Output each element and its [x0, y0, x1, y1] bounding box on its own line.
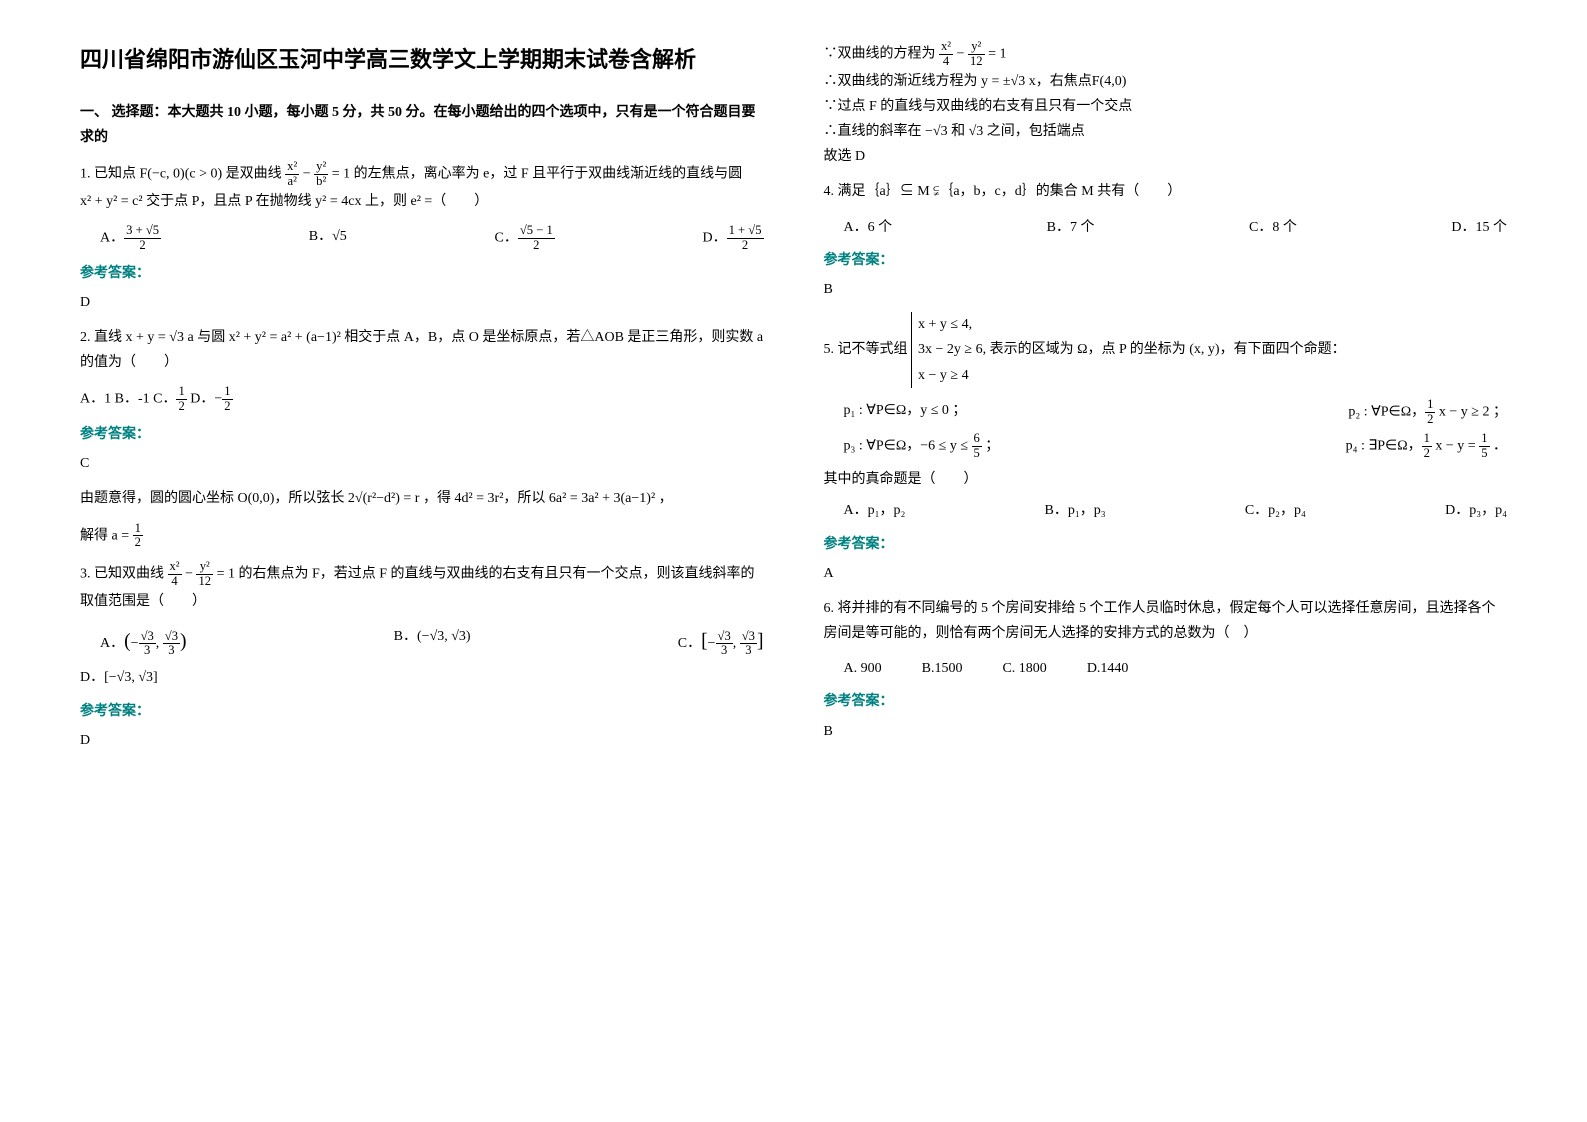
question-1: 1. 已知点 F(−c, 0)(c > 0) 是双曲线 x²a² − y²b² …	[80, 160, 764, 214]
q5-answer: A	[824, 561, 1508, 586]
q6-options: A. 900 B.1500 C. 1800 D.1440	[844, 656, 1508, 681]
q6-answer: B	[824, 719, 1508, 744]
q1-text-mid1: 是双曲线	[226, 167, 286, 182]
q5-p4: p₄ : ∃P∈Ω，12 x − y = 15 ．	[1346, 432, 1507, 461]
q6-opt-c: C. 1800	[1002, 656, 1046, 681]
q1-opt-c: C．√5 − 12	[495, 224, 555, 253]
q3-answer: D	[80, 728, 764, 753]
question-6: 6. 将并排的有不同编号的 5 个房间安排给 5 个工作人员临时休息，假定每个人…	[824, 596, 1508, 646]
q4-opt-d: D．15 个	[1451, 215, 1507, 240]
answer-label-3: 参考答案：	[80, 699, 764, 724]
q2-options: A．1 B．-1 C．12 D．−12	[80, 385, 764, 414]
q2-answer: C	[80, 451, 764, 476]
q1-text-pre: 1. 已知点	[80, 167, 140, 182]
q6-opt-b: B.1500	[922, 656, 963, 681]
q4-opt-a: A．6 个	[844, 215, 893, 240]
q5-props-row1: p₁ : ∀P∈Ω，y ≤ 0 ； p₂ : ∀P∈Ω，12 x − y ≥ 2…	[844, 398, 1508, 427]
q6-opt-a: A. 900	[844, 656, 882, 681]
q3-pre: 3. 已知双曲线	[80, 567, 168, 582]
q2-solution-2: 解得 a = 12	[80, 522, 764, 551]
q5-options: A．p₁，p₂ B．p₁，p₃ C．p₂，p₄ D．p₃，p₄	[844, 498, 1508, 523]
q1-math-1: F(−c, 0)(c > 0)	[140, 167, 223, 182]
q5-props-row2: p₃ : ∀P∈Ω，−6 ≤ y ≤ 65 ； p₄ : ∃P∈Ω，12 x −…	[844, 432, 1508, 461]
q6-opt-d: D.1440	[1087, 656, 1129, 681]
q3-sol-l4: ∴直线的斜率在 −√3 和 √3 之间，包括端点	[824, 119, 1508, 144]
q5-opt-b: B．p₁，p₃	[1045, 498, 1106, 523]
q1-hyperbola-y: y²b²	[314, 160, 328, 189]
q5-opt-c: C．p₂，p₄	[1245, 498, 1306, 523]
q4-options: A．6 个 B．7 个 C．8 个 D．15 个	[844, 215, 1508, 240]
q5-p2: p₂ : ∀P∈Ω，12 x − y ≥ 2 ；	[1348, 398, 1507, 427]
answer-label-6: 参考答案：	[824, 689, 1508, 714]
q1-text-mid2: 的左焦点，离心率为 e，过 F 且平行于双曲线渐近线的直线与圆	[354, 167, 743, 182]
q3-sol-l5: 故选 D	[824, 144, 1508, 169]
answer-label-2: 参考答案：	[80, 422, 764, 447]
q1-math-3: y² = 4cx	[315, 194, 361, 209]
q5-tail: 其中的真命题是（ ）	[824, 467, 1508, 492]
q3-opt-b: B．(−√3, √3)	[394, 624, 471, 659]
q4-opt-b: B．7 个	[1047, 215, 1095, 240]
q1-text-mid3: 交于点 P，且点 P 在抛物线	[146, 194, 315, 209]
q2-solution-1: 由题意得，圆的圆心坐标 O(0,0)，所以弦长 2√(r²−d²) = r ，得…	[80, 486, 764, 511]
q3-sol-l3: ∵过点 F 的直线与双曲线的右支有且只有一个交点	[824, 94, 1508, 119]
question-4: 4. 满足｛a｝⊆ M ⫋｛a，b，c，d｝的集合 M 共有（ ）	[824, 179, 1508, 204]
q4-answer: B	[824, 277, 1508, 302]
q3-sol-l1: ∵双曲线的方程为 x²4 − y²12 = 1	[824, 40, 1508, 69]
q1-math-2: x² + y² = c²	[80, 194, 143, 209]
answer-label-4: 参考答案：	[824, 248, 1508, 273]
q3-sol-l2: ∴双曲线的渐近线方程为 y = ±√3 x，右焦点F(4,0)	[824, 69, 1508, 94]
q3-options-row1: A．(−√33, √33) B．(−√3, √3) C．[−√33, √33]	[100, 624, 764, 659]
answer-label: 参考答案：	[80, 261, 764, 286]
question-2: 2. 直线 x + y = √3 a 与圆 x² + y² = a² + (a−…	[80, 325, 764, 375]
q3-opt-a: A．(−√33, √33)	[100, 624, 187, 659]
q5-p1: p₁ : ∀P∈Ω，y ≤ 0 ；	[844, 398, 967, 427]
q3-opt-d: D．[−√3, √3]	[80, 665, 764, 690]
q1-opt-b: B．√5	[309, 224, 347, 253]
question-3: 3. 已知双曲线 x²4 − y²12 = 1 的右焦点为 F，若过点 F 的直…	[80, 560, 764, 614]
section-1-heading: 一、 选择题：本大题共 10 小题，每小题 5 分，共 50 分。在每小题给出的…	[80, 100, 764, 150]
q1-answer: D	[80, 290, 764, 315]
q3-opt-c: C．[−√33, √33]	[678, 624, 764, 659]
q1-hyperbola: x²a²	[285, 160, 299, 189]
page-title: 四川省绵阳市游仙区玉河中学高三数学文上学期期末试卷含解析	[80, 40, 764, 80]
q5-opt-d: D．p₃，p₄	[1445, 498, 1507, 523]
q5-p3: p₃ : ∀P∈Ω，−6 ≤ y ≤ 65 ；	[844, 432, 1000, 461]
question-5: 5. 记不等式组 x + y ≤ 4,3x − 2y ≥ 6,x − y ≥ 4…	[824, 312, 1508, 388]
q4-opt-c: C．8 个	[1249, 215, 1297, 240]
q1-opt-a: A．3 + √52	[100, 224, 161, 253]
q1-text-post: 上，则 e² =（ ）	[365, 194, 488, 209]
q1-opt-d: D．1 + √52	[702, 224, 763, 253]
q5-opt-a: A．p₁，p₂	[844, 498, 906, 523]
q1-options: A．3 + √52 B．√5 C．√5 − 12 D．1 + √52	[100, 224, 764, 253]
answer-label-5: 参考答案：	[824, 532, 1508, 557]
